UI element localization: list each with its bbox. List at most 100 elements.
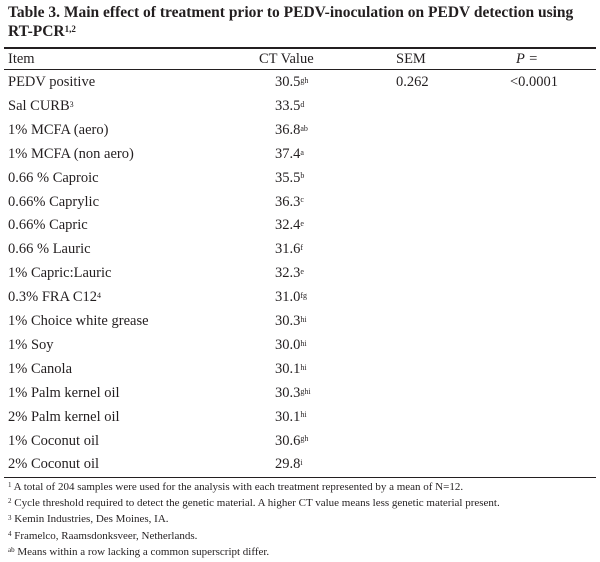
table-row: 0.66 % Lauric 31.6f [0, 238, 600, 261]
row-item-text: 1% Canola [8, 360, 73, 377]
row-item-text: 1% Capric:Lauric [8, 265, 112, 282]
row-item-text: 1% Soy [8, 336, 54, 353]
row-ct-value: 31.6f [275, 240, 303, 258]
row-ct-value: 32.4e [275, 216, 304, 234]
table-row: 2% Palm kernel oil 30.1hi [0, 406, 600, 429]
row-item: 1% Capric:Lauric [8, 264, 111, 282]
row-item: 1% Palm kernel oil [8, 384, 120, 402]
row-item-text: Sal CURB [8, 97, 70, 114]
row-item: 2% Palm kernel oil [8, 408, 120, 426]
row-ct-superscript: ghi [300, 386, 311, 396]
row-ct-superscript: ab [300, 123, 308, 133]
table-row: 1% Canola 30.1hi [0, 358, 600, 381]
row-item: 1% MCFA (non aero) [8, 145, 134, 163]
row-p-value: <0.0001 [510, 74, 559, 90]
footnote-mark: 1 [8, 481, 12, 490]
header-item: Item [8, 51, 35, 67]
footnote-text: A total of 204 samples were used for the… [13, 481, 464, 493]
row-item-text: 1% Palm kernel oil [8, 384, 120, 401]
header-p-value: P = [516, 51, 539, 67]
footnote-text: Cycle threshold required to detect the g… [14, 497, 500, 510]
caption-line-2: RT-PCR [8, 23, 65, 40]
header-rule [4, 69, 596, 70]
row-ct-number: 30.3 [275, 384, 301, 401]
row-ct-number: 30.1 [275, 360, 301, 377]
row-ct-number: 30.3 [275, 313, 301, 329]
row-ct-superscript: hi [300, 314, 307, 324]
row-item: 1% Soy [8, 336, 54, 354]
row-ct-number: 33.5 [275, 97, 301, 114]
row-ct-number: 36.8 [275, 121, 301, 138]
row-ct-superscript: a [300, 147, 304, 157]
header-sem: SEM [396, 51, 426, 67]
table-row: 0.66 % Caproic 35.5b [0, 167, 600, 190]
row-ct-number: 30.5 [275, 74, 301, 90]
row-ct-value: 30.1hi [275, 360, 307, 378]
row-item: 2% Coconut oil [8, 455, 99, 473]
row-ct-value: 30.5gh [275, 73, 308, 91]
row-ct-value: 31.0fg [275, 288, 307, 306]
row-ct-superscript: i [300, 458, 303, 468]
table-row: 1% MCFA (aero) 36.8ab [0, 119, 600, 142]
row-item: 1% Canola [8, 360, 72, 378]
row-item: 0.66 % Caproic [8, 169, 99, 187]
row-ct-superscript: fg [300, 290, 308, 300]
row-ct-superscript: e [300, 219, 304, 229]
footnote: ab Means within a row lacking a common s… [8, 545, 269, 559]
row-ct-superscript: gh [300, 434, 309, 444]
row-ct-number: 30.6 [275, 432, 301, 449]
row-ct-number: 29.8 [275, 456, 301, 473]
footnote-mark: 2 [8, 497, 12, 506]
table-row: 1% Soy 30.0hi [0, 334, 600, 357]
row-item-text: 2% Coconut oil [8, 456, 100, 473]
row-ct-number: 30.1 [275, 408, 301, 425]
row-ct-superscript: d [300, 99, 305, 109]
row-ct-number: 32.4 [275, 217, 301, 234]
row-ct-value: 36.8ab [275, 121, 308, 139]
row-ct-superscript: e [300, 267, 304, 276]
row-item: 0.66% Caprylic [8, 193, 99, 211]
row-item-text: 0.66% Capric [8, 217, 88, 234]
footnote-text: Kemin Industries, Des Moines, IA. [14, 513, 169, 526]
row-item-text: 1% Choice white grease [8, 313, 149, 329]
row-item-text: 2% Palm kernel oil [8, 408, 120, 425]
row-item-text: 1% Coconut oil [8, 432, 100, 449]
row-item-footnote-mark: 4 [97, 290, 102, 300]
footnote: 2 Cycle threshold required to detect the… [8, 496, 500, 510]
row-ct-value: 30.6gh [275, 432, 308, 450]
row-item: 1% Coconut oil [8, 432, 99, 450]
row-ct-value: 32.3e [275, 264, 304, 282]
row-ct-number: 37.4 [275, 145, 301, 162]
row-item-text: 0.3% FRA C12 [8, 289, 98, 306]
row-ct-superscript: hi [300, 338, 307, 348]
row-ct-superscript: gh [300, 75, 309, 85]
row-ct-number: 35.5 [275, 169, 301, 186]
row-item: PEDV positive [8, 73, 95, 91]
row-item: Sal CURB3 [8, 97, 74, 115]
row-item-text: 0.66 % Caproic [8, 169, 99, 186]
footnote-text: Means within a row lacking a common supe… [17, 545, 270, 558]
table-row: 1% Capric:Lauric 32.3e [0, 262, 600, 285]
row-ct-number: 30.0 [275, 336, 301, 353]
table-row: 0.66% Capric 32.4e [0, 214, 600, 237]
table-row: 1% Choice white grease 30.3hi [0, 310, 600, 333]
row-ct-superscript: c [300, 195, 304, 205]
row-item-text: PEDV positive [8, 74, 96, 90]
table-caption: Table 3. Main effect of treatment prior … [8, 3, 596, 41]
row-item: 0.66% Capric [8, 216, 88, 234]
row-ct-value: 33.5d [275, 97, 304, 115]
footnote: 3 Kemin Industries, Des Moines, IA. [8, 512, 169, 526]
row-item: 0.3% FRA C124 [8, 288, 101, 306]
row-item-text: 0.66 % Lauric [8, 241, 91, 258]
row-ct-superscript: b [300, 171, 305, 181]
row-ct-number: 31.0 [275, 289, 301, 306]
row-ct-superscript: f [300, 243, 304, 253]
row-item: 1% Choice white grease [8, 312, 149, 330]
row-item-footnote-mark: 3 [69, 99, 74, 109]
row-sem: 0.262 [396, 74, 429, 90]
footnote: 4 Framelco, Raamsdonksveer, Netherlands. [8, 529, 197, 543]
caption-footnote-marks: 1,2 [64, 24, 76, 35]
footnote-mark: 3 [8, 513, 12, 522]
table-row: 1% Palm kernel oil 30.3ghi [0, 382, 600, 405]
